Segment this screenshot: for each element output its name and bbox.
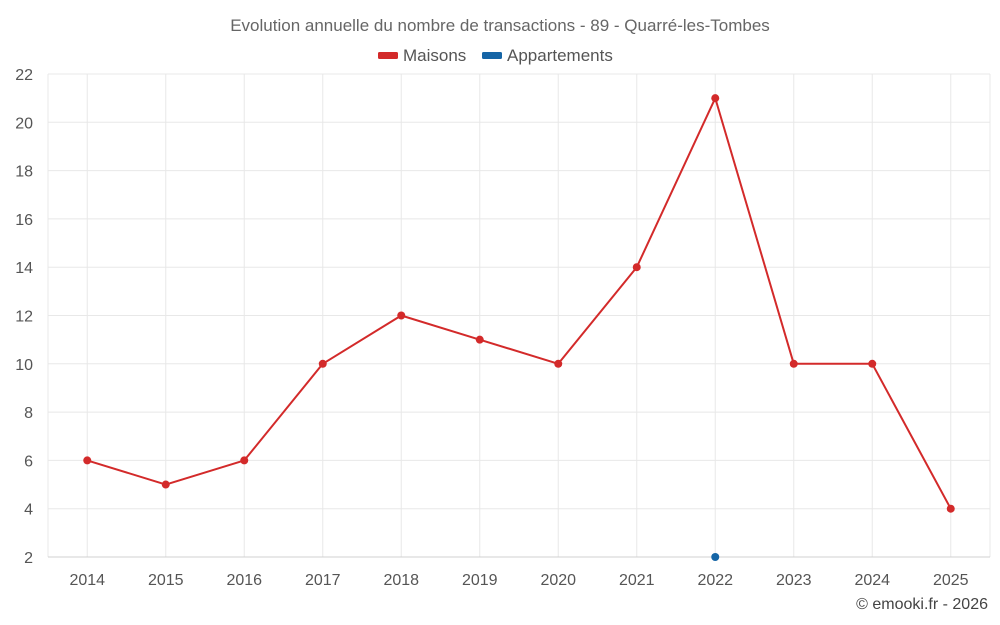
data-point-appartements-2022[interactable]	[711, 553, 720, 561]
x-tick-label: 2025	[933, 572, 969, 589]
grid	[47, 73, 991, 557]
legend-swatch-maisons	[378, 52, 398, 59]
x-tick-label: 2024	[854, 572, 890, 589]
x-tick-label: 2014	[69, 572, 105, 589]
series	[83, 94, 955, 561]
data-point-maisons-2016[interactable]	[240, 456, 249, 465]
y-tick-label: 20	[15, 115, 33, 132]
y-tick-label: 2	[24, 550, 33, 567]
y-tick-label: 10	[15, 357, 33, 374]
x-tick-label: 2022	[697, 572, 733, 589]
y-tick-label: 4	[24, 502, 33, 519]
data-point-maisons-2023[interactable]	[789, 359, 798, 368]
y-tick-label: 12	[15, 309, 33, 326]
credit-text: © emooki.fr - 2026	[856, 596, 988, 613]
x-tick-label: 2021	[619, 572, 655, 589]
y-tick-label: 18	[15, 164, 33, 181]
data-point-maisons-2020[interactable]	[554, 359, 563, 368]
data-point-maisons-2024[interactable]	[868, 359, 877, 368]
y-tick-label: 6	[24, 453, 33, 470]
data-point-maisons-2015[interactable]	[161, 480, 170, 489]
data-point-maisons-2018[interactable]	[397, 311, 406, 320]
data-point-maisons-2022[interactable]	[711, 94, 720, 103]
x-tick-label: 2019	[462, 572, 498, 589]
y-tick-label: 16	[15, 212, 33, 229]
legend-label-appartements[interactable]: Appartements	[507, 46, 613, 65]
data-point-maisons-2025[interactable]	[946, 504, 955, 513]
x-tick-label: 2023	[776, 572, 812, 589]
legend-label-maisons[interactable]: Maisons	[403, 46, 466, 65]
data-point-maisons-2014[interactable]	[83, 456, 92, 465]
y-tick-label: 22	[15, 67, 33, 84]
x-tick-label: 2016	[226, 572, 262, 589]
chart-title: Evolution annuelle du nombre de transact…	[230, 16, 770, 35]
data-point-maisons-2021[interactable]	[632, 263, 641, 272]
x-tick-label: 2018	[383, 572, 419, 589]
legend-swatch-appartements	[482, 52, 502, 59]
data-point-maisons-2017[interactable]	[318, 359, 327, 368]
legend: Maisons Appartements	[378, 46, 613, 65]
data-point-maisons-2019[interactable]	[475, 335, 484, 344]
y-tick-label: 14	[15, 260, 33, 277]
x-tick-label: 2020	[540, 572, 576, 589]
y-tick-label: 8	[24, 405, 33, 422]
x-tick-label: 2017	[305, 572, 341, 589]
x-tick-label: 2015	[148, 572, 184, 589]
series-line-maisons	[86, 97, 952, 510]
